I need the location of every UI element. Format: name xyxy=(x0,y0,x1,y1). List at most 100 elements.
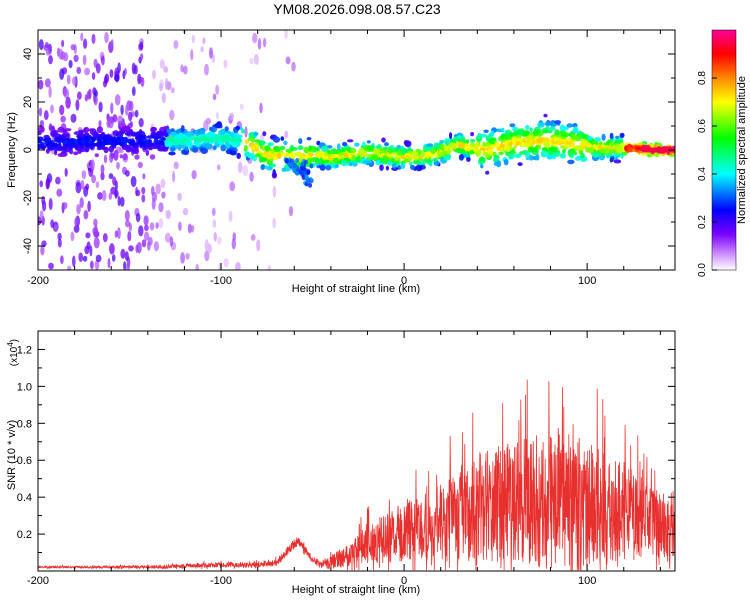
colorbar-gradient xyxy=(711,29,737,271)
spectrogram-noise-cell xyxy=(109,69,114,78)
y-tick-label: 0.6 xyxy=(17,455,32,467)
spectrogram-ridge-cell xyxy=(54,136,62,142)
spectrogram-noise-cell xyxy=(204,63,209,76)
spectrogram-noise-cell xyxy=(228,210,233,223)
spectrogram-noise-cell xyxy=(149,222,155,231)
spectrogram-noise-cell xyxy=(191,170,197,180)
spectrogram-ridge-cell xyxy=(203,137,210,142)
spectrogram-ridge-cell xyxy=(110,152,115,159)
spectrogram-ridge-cell xyxy=(387,160,393,166)
spectrogram-ridge-cell xyxy=(563,140,567,148)
spectrogram-ridge-cell xyxy=(606,141,610,146)
spectrogram-ridge-cell xyxy=(465,144,473,152)
spectrogram-ridge-cell xyxy=(94,153,100,158)
spectrogram-noise-cell xyxy=(190,224,195,233)
spectrogram-ridge-cell xyxy=(610,155,615,162)
spectrogram-noise-cell xyxy=(80,32,84,42)
spectrogram-ridge-cell xyxy=(265,158,274,163)
spectrogram-noise-cell xyxy=(108,173,114,180)
spectrogram-noise-cell xyxy=(45,78,51,88)
spectrogram-ridge-cell xyxy=(495,128,503,133)
spectrogram-ridge-cell xyxy=(535,145,541,150)
spectrogram-noise-cell xyxy=(163,66,168,73)
spectrogram-noise-cell xyxy=(128,111,133,122)
spectrogram-ridge-cell xyxy=(177,144,182,151)
spectrogram-ridge-cell xyxy=(527,139,533,147)
spectrogram-ridge-cell xyxy=(50,130,57,138)
spectrogram-noise-cell xyxy=(159,59,165,69)
spectrogram-ridge-cell xyxy=(320,145,329,152)
spectrogram-noise-cell xyxy=(57,238,62,248)
spectrogram-ridge-cell xyxy=(197,139,202,143)
spectrogram-noise-cell xyxy=(180,64,184,73)
spectrogram-noise-cell xyxy=(93,218,98,227)
spectrogram-noise-cell xyxy=(252,32,258,44)
spectrogram-noise-cell xyxy=(200,46,204,53)
spectrogram-ridge-cell xyxy=(39,144,46,149)
colorbar-ticks: 0.0 0.2 0.4 0.6 0.8 xyxy=(697,71,717,277)
spectrogram-ridge-cell xyxy=(470,132,474,137)
spectrogram-ridge-cell xyxy=(289,152,296,159)
spectrogram-ridge-cell xyxy=(134,154,140,160)
spectrogram-noise-cell xyxy=(59,68,65,80)
spectrogram-ridge-cell xyxy=(273,172,277,178)
spectrogram-noise-cell xyxy=(178,221,182,231)
spectrogram-noise-cell xyxy=(288,206,294,217)
x-tick-label: 0 xyxy=(401,575,407,587)
spectrogram-ridge-cell xyxy=(523,130,530,137)
spectrogram-ridge-cell xyxy=(552,122,557,127)
spectrogram-ridge-cell xyxy=(229,150,237,156)
spectrogram-noise-cell xyxy=(128,245,134,252)
spectrogram-noise-cell xyxy=(122,70,126,80)
spectrogram-noise-cell xyxy=(77,91,82,100)
spectrogram-ridge-cell xyxy=(261,151,269,158)
spectrogram-ridge-cell xyxy=(149,154,156,160)
spectrogram-noise-cell xyxy=(62,202,68,210)
spectrogram-ridge-cell xyxy=(482,141,486,147)
spectrogram-noise-cell xyxy=(75,182,82,194)
spectrogram-ridge-cell xyxy=(394,155,399,162)
colorbar-tick-label: 0.2 xyxy=(697,215,708,229)
spectrogram-ridge-cell xyxy=(476,149,482,156)
spectrogram-ridge-cell xyxy=(306,170,311,176)
spectrogram-ridge-cell xyxy=(333,150,341,155)
x-tick-label: -100 xyxy=(210,275,232,287)
figure-title: YM08.2026.098.08.57.C23 xyxy=(273,1,441,17)
spectrogram-noise-cell xyxy=(82,54,87,66)
spectrogram-ridge-cell xyxy=(264,165,268,170)
spectrogram-ridge-cell xyxy=(400,163,406,170)
spectrogram-noise-cell xyxy=(191,35,196,44)
spectrogram-ridge-cell xyxy=(499,142,504,150)
spectrogram-ridge-cell xyxy=(177,140,185,145)
spectrogram-ridge-cell xyxy=(184,139,189,147)
spectrogram-ridge-cell xyxy=(529,154,534,161)
spectrogram-ridge-cell xyxy=(554,129,560,136)
spectrogram-noise-cell xyxy=(65,96,71,109)
spectrogram-noise-cell xyxy=(93,95,98,106)
spectrogram-ridge-cell xyxy=(449,132,453,140)
x-tick-label: -200 xyxy=(27,275,49,287)
spectrogram-ridge-cell xyxy=(234,141,241,148)
spectrogram-ridge-cell xyxy=(473,145,479,150)
spectrogram-ridge-cell xyxy=(303,146,310,154)
spectrogram-ridge-cell xyxy=(443,144,448,151)
spectrogram-ridge-cell xyxy=(165,140,173,148)
spectrogram-ridge-cell xyxy=(305,178,310,184)
spectrogram-ridge-cell xyxy=(160,136,166,141)
spectrogram-noise-cell xyxy=(43,110,49,121)
spectrogram-noise-cell xyxy=(124,210,130,221)
spectrogram-noise-cell xyxy=(113,149,119,161)
spectrogram-noise-cell xyxy=(76,204,81,215)
spectrogram-ridge-cell xyxy=(268,152,273,160)
spectrogram-ridge-cell xyxy=(543,113,548,118)
spectrogram-ridge-cell xyxy=(580,152,585,159)
spectrogram-ridge-cell xyxy=(116,136,121,141)
spectrogram-ridge-cell xyxy=(374,149,381,154)
spectrogram-ridge-cell xyxy=(292,167,296,173)
y-tick-label: 1.0 xyxy=(17,381,32,393)
spectrogram-noise-cell xyxy=(91,33,96,45)
spectrogram-noise-cell xyxy=(106,119,111,128)
spectrogram-noise-cell xyxy=(215,84,220,96)
spectrogram-noise-cell xyxy=(211,207,216,216)
spectrogram-noise-cell xyxy=(112,176,117,186)
